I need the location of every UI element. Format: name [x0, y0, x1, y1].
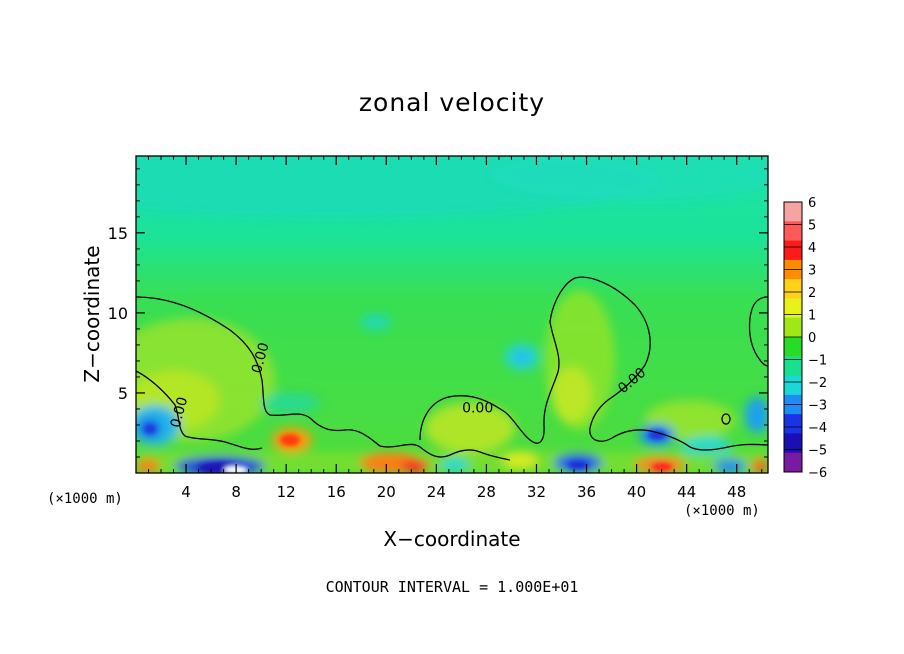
contour-label-text: 0.00 [168, 395, 192, 429]
x-tick-label: 8 [231, 483, 241, 501]
x-tick-label: 12 [277, 483, 296, 501]
colorbar-label: −3 [808, 399, 827, 414]
colorbar-label: 3 [808, 264, 816, 279]
colorbar-swatch [784, 452, 802, 473]
x-tick-label: 20 [377, 483, 396, 501]
colorbar-label: −4 [808, 421, 827, 436]
colorbar-swatch [784, 337, 802, 357]
y-axis: 5 10 15 [108, 168, 768, 458]
x-unit-label-left: (×1000 m) [47, 491, 123, 507]
colorbar-swatch [784, 433, 802, 454]
colorbar-label: −6 [808, 466, 827, 481]
chart-title: zonal velocity [358, 88, 546, 117]
colorbar-swatch [784, 414, 802, 434]
colorbar-label: 0 [808, 331, 816, 346]
plot-frame [135, 155, 769, 474]
x-tick-label: 40 [627, 483, 646, 501]
contour-label-text: 0.00 [462, 400, 493, 416]
colorbar-label: 1 [808, 309, 816, 324]
x-tick-label: 32 [527, 483, 546, 501]
x-tick-label: 24 [427, 483, 446, 501]
contour-label: 0.00 [462, 400, 493, 416]
x-tick-label: 4 [181, 483, 191, 501]
x-tick-label: 48 [727, 483, 746, 501]
x-tick-label: 44 [677, 483, 696, 501]
colorbar-swatch [784, 279, 802, 299]
colorbar-label: −2 [808, 376, 827, 391]
x-tick-label: 36 [577, 483, 596, 501]
x-unit-label-right: (×1000 m) [684, 503, 760, 519]
contour-label: 0.00 [168, 395, 192, 429]
contour-label-text: 0.00 [249, 341, 273, 375]
x-axis-label: X−coordinate [383, 527, 521, 551]
y-tick-label: 15 [108, 224, 128, 243]
colorbar-label: −1 [808, 354, 827, 369]
colorbar-swatch [784, 202, 802, 222]
colorbar-label: 6 [808, 196, 816, 211]
colorbar-label: 4 [808, 241, 816, 256]
y-tick-label: 5 [118, 384, 128, 403]
y-tick-label: 10 [108, 304, 128, 323]
colorbar-label: 2 [808, 286, 816, 301]
x-tick-label: 16 [327, 483, 346, 501]
colorbar: 6 5 4 3 2 1 0 −1 −2 −3 −4 −5 −6 [783, 196, 827, 481]
colorbar-swatch [784, 298, 802, 319]
colorbar-swatch [784, 221, 802, 242]
colorbar-swatch [784, 356, 802, 377]
zero-contours [136, 276, 768, 461]
y-axis-label: Z−coordinate [80, 245, 104, 383]
colorbar-swatch [784, 375, 802, 396]
contour-label: 0.00 [249, 341, 273, 375]
contour-interval-note: CONTOUR INTERVAL = 1.000E+01 [325, 578, 579, 596]
colorbar-swatch [784, 317, 802, 338]
colorbar-label: −5 [808, 444, 827, 459]
heatmap-field [136, 156, 768, 473]
x-tick-label: 28 [477, 483, 496, 501]
colorbar-swatch [784, 240, 802, 261]
colorbar-label: 5 [808, 219, 816, 234]
x-axis: 4 8 12 16 20 24 28 32 36 40 44 48 [148, 156, 763, 501]
contour-labels: 0.000.00 0.000.00 [168, 341, 650, 430]
